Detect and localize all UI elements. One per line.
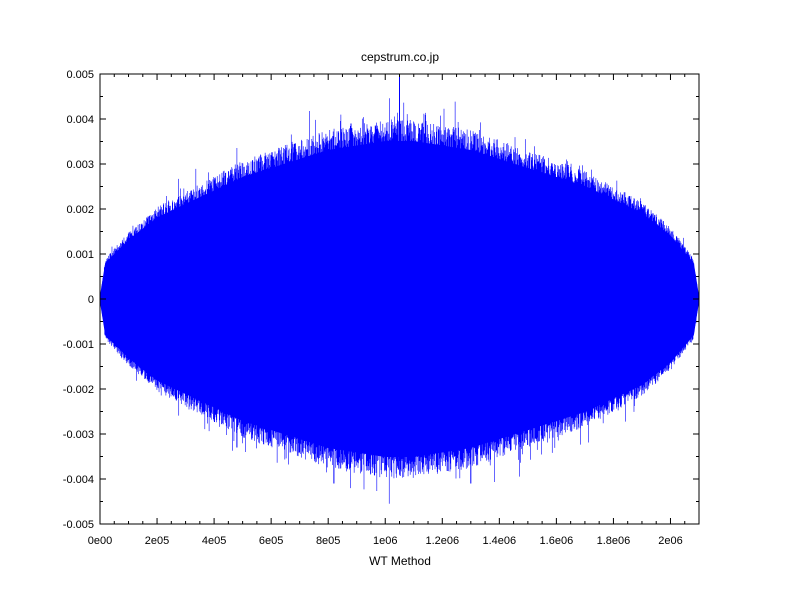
y-tick-label: 0.005 <box>66 69 94 81</box>
x-tick-label: 2e05 <box>145 535 169 547</box>
x-tick-label: 1.8e06 <box>597 535 631 547</box>
y-tick-label: 0 <box>88 294 94 306</box>
x-axis-label: WT Method <box>369 554 431 568</box>
x-tick-label: 0e00 <box>88 535 112 547</box>
x-tick-label: 1.6e06 <box>540 535 574 547</box>
x-tick-label: 1.4e06 <box>483 535 517 547</box>
x-tick-label: 6e05 <box>259 535 283 547</box>
y-tick-label: -0.001 <box>63 339 94 351</box>
y-tick-label: 0.002 <box>66 204 94 216</box>
axis-ticks: 0e00 2e05 4e05 6e05 8e05 1e06 1.2e06 1.4e06 1.6e… <box>63 69 699 547</box>
y-tick-label: -0.003 <box>63 429 94 441</box>
y-tick-label: 0.004 <box>66 114 94 126</box>
y-tick-label: 0.001 <box>66 249 94 261</box>
x-tick-label: 8e05 <box>316 535 340 547</box>
x-tick-label: 1.2e06 <box>425 535 459 547</box>
y-tick-label: -0.004 <box>63 474 94 486</box>
y-tick-label: -0.002 <box>63 384 94 396</box>
y-tick-label: 0.003 <box>66 159 94 171</box>
x-tick-label: 4e05 <box>202 535 226 547</box>
series-line <box>100 98 699 504</box>
y-tick-label: -0.005 <box>63 519 94 531</box>
chart-title: cepstrum.co.jp <box>361 50 439 64</box>
x-tick-label: 2e06 <box>658 535 682 547</box>
x-tick-label: 1e06 <box>373 535 397 547</box>
